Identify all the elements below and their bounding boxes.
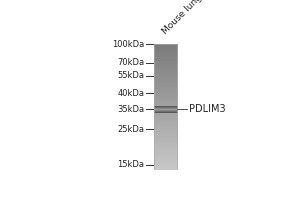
Text: 70kDa: 70kDa bbox=[117, 58, 145, 67]
Text: 55kDa: 55kDa bbox=[118, 71, 145, 80]
Text: 25kDa: 25kDa bbox=[118, 125, 145, 134]
Bar bbox=[154, 44, 177, 169]
Text: 35kDa: 35kDa bbox=[117, 105, 145, 114]
Text: Mouse lung: Mouse lung bbox=[160, 0, 203, 36]
Text: 40kDa: 40kDa bbox=[118, 89, 145, 98]
Text: 15kDa: 15kDa bbox=[118, 160, 145, 169]
Text: 100kDa: 100kDa bbox=[112, 40, 145, 49]
Text: PDLIM3: PDLIM3 bbox=[189, 104, 225, 114]
